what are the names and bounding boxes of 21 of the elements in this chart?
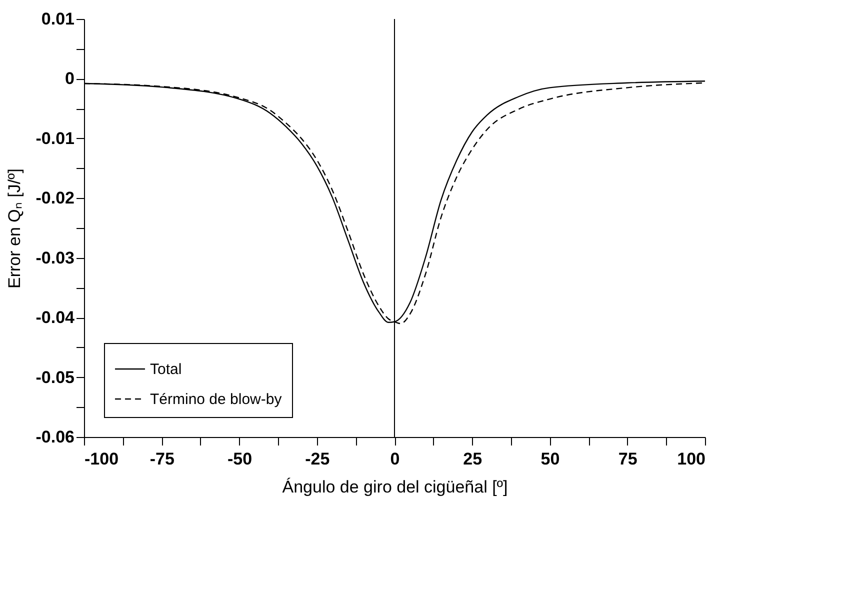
- x-tick-label: -50: [227, 450, 252, 468]
- y-tick-label: -0.06: [36, 428, 74, 446]
- x-tick-label: 25: [463, 450, 482, 468]
- x-tick-label: 75: [618, 450, 638, 468]
- y-tick-label: -0.04: [36, 308, 76, 328]
- x-tick-label: -75: [150, 450, 174, 468]
- x-axis-title: Ángulo de giro del cigüeñal [º]: [282, 478, 508, 496]
- y-tick-label: -0.02: [36, 188, 74, 208]
- y-tick-label: -0.03: [36, 248, 74, 268]
- legend-label: Total: [150, 361, 182, 378]
- y-tick-label: 0: [65, 69, 74, 88]
- y-axis-title: Error en Qₙ [J/º]: [4, 168, 24, 288]
- x-tick-label: 50: [540, 450, 560, 468]
- x-tick-label: 0: [390, 450, 400, 468]
- x-tick-label: -25: [305, 450, 330, 468]
- x-tick-label: -100: [84, 450, 119, 468]
- y-tick-label: -0.01: [36, 128, 74, 148]
- y-tick-label: -0.05: [36, 368, 74, 387]
- legend-label: Término de blow-by: [150, 391, 282, 408]
- x-tick-label: 100: [677, 450, 706, 468]
- y-tick-label: 0.01: [41, 10, 74, 28]
